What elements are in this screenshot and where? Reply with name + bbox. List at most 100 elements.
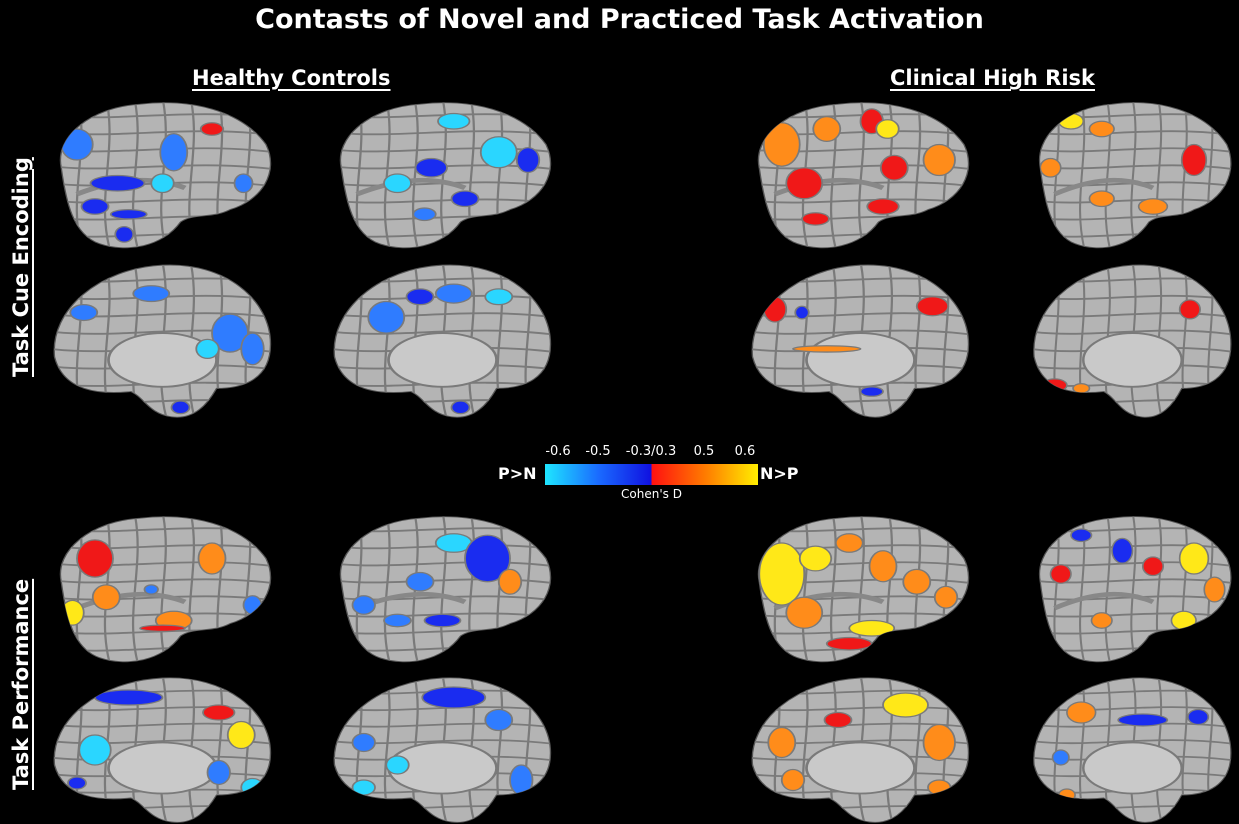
colorbar-tick: -0.3/0.3 <box>625 444 677 459</box>
activation-parcel <box>114 226 135 243</box>
activation-parcel <box>1203 576 1226 603</box>
brain-chr-cue-rh-lateral <box>1038 102 1232 249</box>
activation-parcel <box>139 624 186 632</box>
activation-parcel <box>927 779 952 796</box>
activation-parcel <box>60 128 94 161</box>
activation-parcel <box>421 686 487 709</box>
activation-parcel <box>785 596 824 629</box>
activation-parcel <box>1057 112 1085 130</box>
colorbar-gradient <box>545 464 758 485</box>
activation-parcel <box>823 711 853 729</box>
brain-chr-cue-lh-medial <box>751 264 970 418</box>
activation-parcel <box>825 636 873 651</box>
activation-parcel <box>1072 383 1091 394</box>
activation-parcel <box>450 400 471 415</box>
colorbar-tick: 0.6 <box>734 444 756 459</box>
activation-parcel <box>94 689 164 706</box>
activation-parcel <box>405 288 435 306</box>
activation-parcel <box>1137 198 1169 215</box>
activation-parcel <box>1088 120 1115 138</box>
activation-parcel <box>859 386 884 397</box>
activation-parcel <box>226 720 256 750</box>
activation-parcel <box>211 313 249 353</box>
activation-parcel <box>1180 143 1208 177</box>
figure-title: Contasts of Novel and Practiced Task Act… <box>255 4 984 35</box>
activation-parcel <box>76 539 114 578</box>
activation-parcel <box>242 595 263 615</box>
activation-parcel <box>170 400 191 415</box>
activation-parcel <box>1066 701 1097 724</box>
activation-parcel <box>464 534 511 583</box>
activation-parcel <box>195 338 220 360</box>
activation-parcel <box>159 133 189 172</box>
activation-parcel <box>879 154 909 181</box>
activation-parcel <box>1178 299 1201 320</box>
colorbar-right-label: N>P <box>760 464 799 483</box>
activation-parcel <box>515 146 541 174</box>
brain-chr-cue-lh-lateral <box>757 102 970 249</box>
activation-parcel <box>780 768 806 792</box>
brain-hc-cue-rh-lateral <box>339 102 552 249</box>
activation-parcel <box>1187 708 1210 726</box>
activation-parcel <box>1178 542 1210 575</box>
activation-parcel <box>922 143 956 177</box>
activation-parcel <box>240 332 265 366</box>
activation-parcel <box>1111 537 1134 564</box>
activation-parcel <box>882 692 929 718</box>
activation-parcel <box>367 300 406 334</box>
activation-parcel <box>414 157 448 178</box>
activation-parcel <box>351 595 376 615</box>
activation-parcel <box>1039 157 1062 178</box>
activation-parcel <box>1090 612 1113 629</box>
colorbar: P>N -0.6 -0.5 -0.3/0.3 0.5 0.6 N>P Cohen <box>490 440 820 510</box>
activation-parcel <box>69 304 99 322</box>
activation-parcel <box>67 776 87 790</box>
activation-parcel <box>412 207 437 222</box>
activation-parcel <box>915 296 950 317</box>
activation-parcel <box>206 759 231 786</box>
activation-parcel <box>484 288 514 306</box>
activation-parcel <box>792 345 862 353</box>
activation-parcel <box>1088 190 1115 208</box>
activation-parcel <box>80 198 110 215</box>
activation-parcel <box>199 122 225 136</box>
group-label-healthy-controls: Healthy Controls <box>192 66 391 90</box>
activation-parcel <box>437 112 471 130</box>
colorbar-tick: -0.6 <box>545 444 571 459</box>
activation-parcel <box>479 136 518 169</box>
activation-parcel <box>109 208 148 220</box>
colorbar-tick: -0.5 <box>585 444 611 459</box>
activation-parcel <box>202 704 236 721</box>
activation-parcel <box>143 584 159 595</box>
activation-parcel <box>91 584 121 611</box>
activation-parcel <box>767 726 797 759</box>
brain-hc-perf-rh-medial <box>333 677 552 823</box>
brain-hc-cue-lh-medial <box>53 264 272 418</box>
activation-parcel <box>423 613 462 628</box>
activation-parcel <box>509 764 534 796</box>
activation-parcel <box>868 550 898 583</box>
activation-parcel <box>798 545 833 572</box>
activation-parcel <box>197 542 227 575</box>
activation-parcel <box>902 568 932 595</box>
brain-chr-perf-rh-lateral <box>1038 516 1232 663</box>
activation-parcel <box>405 571 435 592</box>
brain-chr-perf-lh-medial <box>751 677 970 823</box>
activation-parcel <box>812 115 842 143</box>
colorbar-title: Cohen's D <box>621 487 682 501</box>
colorbar-tick: 0.5 <box>693 444 715 459</box>
activation-parcel <box>450 190 480 208</box>
activation-parcel <box>78 734 112 766</box>
activation-parcel <box>875 119 900 139</box>
activation-parcel <box>848 619 896 637</box>
brain-hc-perf-lh-medial <box>53 677 272 823</box>
activation-parcel <box>497 568 523 595</box>
activation-parcel <box>89 174 146 192</box>
activation-parcel <box>758 542 806 606</box>
activation-parcel <box>1070 528 1093 543</box>
brain-hc-cue-rh-medial <box>333 264 552 418</box>
activation-parcel <box>762 296 788 323</box>
activation-parcel <box>351 732 376 753</box>
activation-parcel <box>785 167 824 200</box>
